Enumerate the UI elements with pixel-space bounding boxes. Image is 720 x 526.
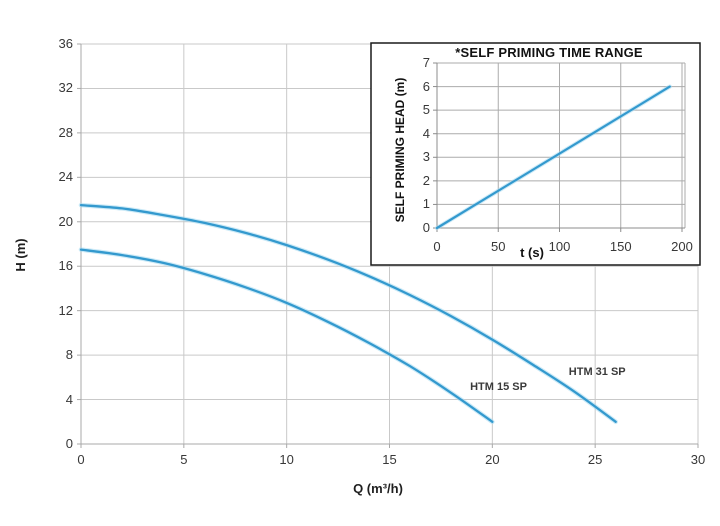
main-x-tick-label-5: 5 bbox=[180, 452, 188, 467]
main-y-tick-label-32: 32 bbox=[58, 80, 73, 96]
inset-y-tick-label-6: 6 bbox=[422, 78, 430, 94]
inset-y-tick-label-5: 5 bbox=[422, 102, 430, 118]
inset-y-tick-label-4: 4 bbox=[422, 125, 430, 141]
inset-x-tick-label-50: 50 bbox=[491, 239, 506, 254]
inset-y-tick-label-3: 3 bbox=[422, 149, 430, 165]
series-label-htm-15-sp: HTM 15 SP bbox=[470, 381, 527, 394]
inset-self-priming-line bbox=[435, 85, 671, 230]
main-y-tick-label-20: 20 bbox=[58, 213, 73, 229]
inset-chart-title: *SELF PRIMING TIME RANGE bbox=[455, 45, 643, 60]
main-y-tick-label-24: 24 bbox=[58, 169, 73, 185]
main-x-tick-label-0: 0 bbox=[77, 452, 85, 467]
pump-curve-0 bbox=[79, 248, 494, 423]
inset-y-tick-label-2: 2 bbox=[422, 172, 430, 188]
main-x-tick-label-10: 10 bbox=[279, 452, 294, 467]
pump-curve-1 bbox=[79, 203, 617, 423]
main-y-tick-label-4: 4 bbox=[65, 391, 73, 407]
inset-y-tick-label-1: 1 bbox=[422, 196, 430, 212]
main-x-tick-label-15: 15 bbox=[382, 452, 397, 467]
inset-y-tick-label-0: 0 bbox=[422, 220, 430, 235]
main-y-tick-label-8: 8 bbox=[65, 347, 73, 363]
inset-x-tick-label-0: 0 bbox=[433, 239, 441, 254]
main-y-tick-label-12: 12 bbox=[58, 302, 73, 318]
main-x-tick-label-30: 30 bbox=[690, 452, 706, 467]
main-x-tick-label-20: 20 bbox=[485, 452, 500, 467]
inset-x-axis-title: t (s) bbox=[520, 245, 544, 260]
main-x-tick-label-25: 25 bbox=[587, 452, 603, 467]
inset-x-tick-label-100: 100 bbox=[548, 239, 571, 254]
main-y-tick-label-16: 16 bbox=[58, 258, 73, 274]
main-y-tick-label-28: 28 bbox=[58, 124, 73, 140]
series-label-htm-31-sp: HTM 31 SP bbox=[568, 365, 626, 378]
inset-x-tick-label-150: 150 bbox=[609, 239, 632, 254]
main-y-tick-label-36: 36 bbox=[58, 36, 73, 51]
inset-x-tick-label-200: 200 bbox=[671, 239, 693, 254]
main-y-axis-title: H (m) bbox=[13, 238, 28, 272]
inset-y-tick-label-7: 7 bbox=[422, 55, 430, 70]
main-x-axis-title: Q (m³/h) bbox=[353, 481, 403, 496]
main-y-tick-label-0: 0 bbox=[65, 436, 73, 451]
